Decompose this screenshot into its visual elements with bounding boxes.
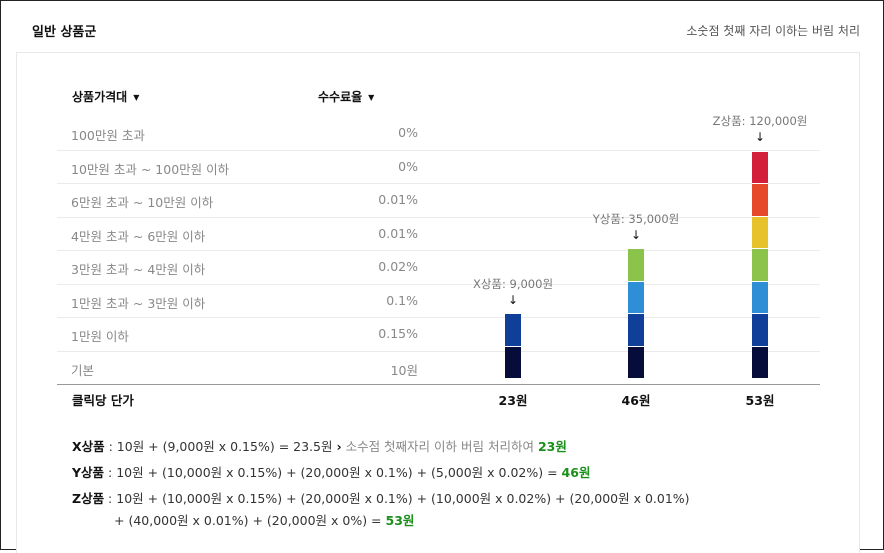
fee-rate-cell: 0% (398, 158, 418, 174)
price-range-cell: 100만원 초과 (71, 128, 145, 143)
fee-rate-cell: 0% (398, 125, 418, 140)
formula-z-continued: + (40,000원 x 0.01%) + (20,000원 x 0%) = 5… (114, 510, 414, 529)
fee-rate-cell: 0.15% (378, 326, 418, 341)
bar-segment (628, 248, 644, 281)
table-row: 3만원 초과 ~ 4만원 이하 0.02% (57, 251, 820, 285)
bar-segment (752, 183, 768, 216)
chevron-right-icon: › (336, 439, 342, 454)
arrow-down-icon: ↓ (754, 130, 766, 144)
caret-down-icon: ▼ (368, 93, 375, 102)
section-title: 일반 상품군 (32, 25, 97, 40)
table-row: 1만원 초과 ~ 3만원 이하 0.1% (57, 285, 820, 318)
table-row: 6만원 초과 ~ 10만원 이하 0.01% (57, 184, 820, 218)
product-x-bar (505, 313, 521, 378)
bar-segment (752, 345, 768, 378)
bar-segment (628, 345, 644, 378)
bar-segment (752, 248, 768, 281)
price-range-cell: 3만원 초과 ~ 4만원 이하 (71, 262, 206, 277)
formula-y-text: : 10원 + (10,000원 x 0.15%) + (20,000원 x 0… (104, 465, 562, 480)
fee-rate-header-label: 수수료율 (318, 90, 363, 104)
bar-segment (752, 215, 768, 248)
bar-segment (752, 313, 768, 346)
fee-rate-cell: 0.01% (378, 225, 418, 241)
fee-rate-cell: 0.02% (378, 259, 418, 274)
bar-segment (505, 345, 521, 378)
product-z-price: 53원 (745, 393, 775, 408)
price-range-cell: 1만원 초과 ~ 3만원 이하 (71, 295, 206, 311)
product-y-price: 46원 (621, 393, 651, 408)
formula-x-result: 23원 (537, 439, 567, 454)
price-range-cell: 4만원 초과 ~ 6만원 이하 (71, 228, 206, 244)
arrow-down-icon: ↓ (630, 228, 642, 242)
fee-rate-cell: 0.01% (378, 192, 418, 207)
arrow-down-icon: ↓ (507, 293, 519, 307)
formula-x: X상품 : 10원 + (9,000원 x 0.15%) = 23.5원 › 소… (72, 436, 567, 455)
formula-z: Z상품 : 10원 + (10,000원 x 0.15%) + (20,000원… (72, 488, 690, 507)
fee-table: 100만원 초과 0% 10만원 초과 ~ 100만원 이하 0% 6만원 초과… (57, 117, 820, 385)
formula-y-result: 46원 (561, 465, 591, 480)
price-range-cell: 1만원 이하 (71, 329, 129, 344)
price-range-cell: 6만원 초과 ~ 10만원 이하 (71, 195, 214, 210)
rounding-note: 소숫점 첫째 자리 이하는 버림 처리 (686, 24, 860, 38)
product-x-label: X상품: 9,000원 (472, 277, 554, 291)
formula-z-text: : 10원 + (10,000원 x 0.15%) + (20,000원 x 0… (104, 491, 690, 506)
formula-x-note: 소수점 첫째자리 이하 버림 처리하여 (341, 439, 538, 454)
fee-rate-cell: 0.1% (386, 292, 418, 308)
fee-rate-cell: 10원 (390, 362, 418, 378)
table-row: 10만원 초과 ~ 100만원 이하 0% (57, 151, 820, 184)
price-range-sort-header[interactable]: 상품가격대 ▼ (72, 88, 139, 105)
table-row: 4만원 초과 ~ 6만원 이하 0.01% (57, 218, 820, 251)
formula-z-result: 53원 (385, 513, 415, 528)
formula-z-name: Z상품 (72, 491, 105, 506)
product-y-label: Y상품: 35,000원 (592, 212, 680, 226)
table-row: 기본 10원 (57, 352, 820, 385)
formula-y: Y상품 : 10원 + (10,000원 x 0.15%) + (20,000원… (72, 462, 590, 481)
bar-segment (505, 313, 521, 346)
formula-z-text2: + (40,000원 x 0.01%) + (20,000원 x 0%) = (114, 513, 386, 528)
cost-per-click-label: 클릭당 단가 (72, 393, 134, 408)
bar-segment (628, 313, 644, 346)
bar-segment (628, 280, 644, 313)
caret-down-icon: ▼ (133, 93, 140, 102)
table-row: 1만원 이하 0.15% (57, 318, 820, 352)
product-z-label: Z상품: 120,000원 (712, 114, 808, 128)
product-x-price: 23원 (498, 393, 528, 408)
bar-segment (752, 150, 768, 183)
table-row: 100만원 초과 0% (57, 117, 820, 151)
price-range-cell: 기본 (71, 362, 95, 378)
product-y-bar (628, 248, 644, 378)
bar-segment (752, 280, 768, 313)
product-z-bar (752, 150, 768, 378)
formula-y-name: Y상품 (72, 465, 105, 480)
price-range-cell: 10만원 초과 ~ 100만원 이하 (71, 161, 230, 177)
fee-rate-sort-header[interactable]: 수수료율 ▼ (318, 88, 374, 105)
formula-x-text: : 10원 + (9,000원 x 0.15%) = 23.5원 (104, 439, 337, 454)
formula-x-name: X상품 (72, 439, 105, 454)
fee-panel (16, 52, 860, 553)
price-range-header-label: 상품가격대 (72, 90, 128, 104)
